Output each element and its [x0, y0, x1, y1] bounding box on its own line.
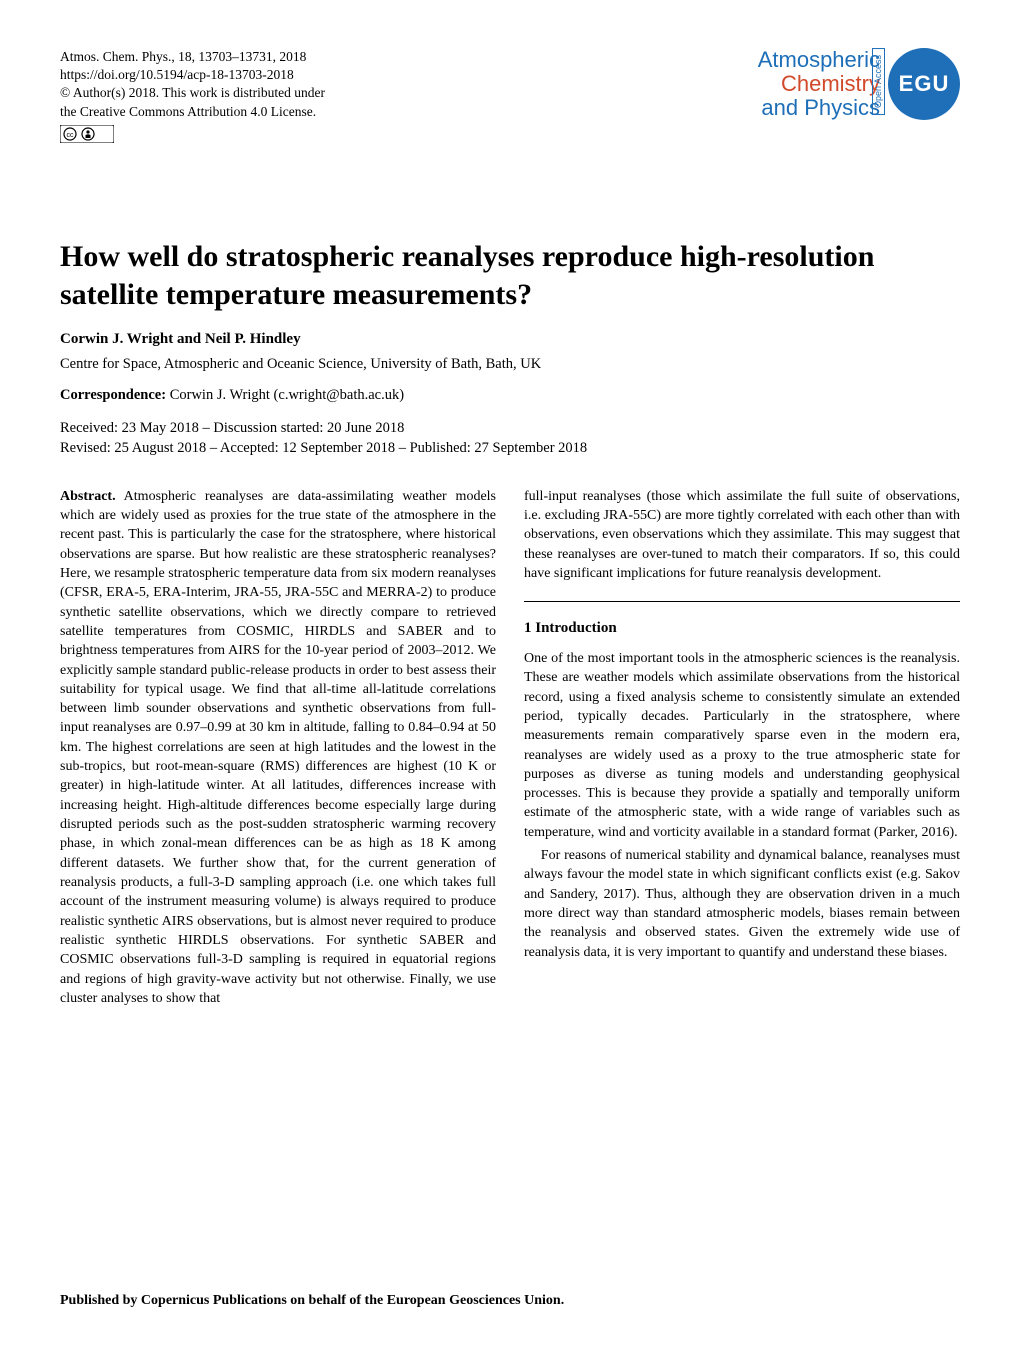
section-divider [524, 601, 960, 602]
abstract-text-col1: Atmospheric reanalyses are data-assimila… [60, 489, 496, 1006]
right-column: full-input reanalyses (those which assim… [524, 487, 960, 1008]
dates-line1: Received: 23 May 2018 – Discussion start… [60, 418, 960, 438]
publication-dates: Received: 23 May 2018 – Discussion start… [60, 418, 960, 459]
journal-info: Atmos. Chem. Phys., 18, 13703–13731, 201… [60, 48, 325, 148]
logo-line-chemistry: Chemistry [758, 72, 880, 96]
abstract-label: Abstract. [60, 489, 116, 504]
abstract-text-col2: full-input reanalyses (those which assim… [524, 487, 960, 584]
left-column: Abstract. Atmospheric reanalyses are dat… [60, 487, 496, 1008]
copyright-line: © Author(s) 2018. This work is distribut… [60, 84, 325, 102]
correspondence: Correspondence: Corwin J. Wright (c.wrig… [60, 387, 960, 404]
header: Atmos. Chem. Phys., 18, 13703–13731, 201… [60, 48, 960, 148]
journal-logo-text: Atmospheric Chemistry and Physics [758, 48, 880, 121]
logo-line-atmospheric: Atmospheric [758, 48, 880, 72]
body-columns: Abstract. Atmospheric reanalyses are dat… [60, 487, 960, 1008]
section-1-heading: 1 Introduction [524, 618, 960, 639]
open-access-badge: Open Access [872, 48, 885, 115]
license-line: the Creative Commons Attribution 4.0 Lic… [60, 103, 325, 121]
affiliation: Centre for Space, Atmospheric and Oceani… [60, 356, 960, 373]
doi-link[interactable]: https://doi.org/10.5194/acp-18-13703-201… [60, 66, 325, 84]
abstract-paragraph: Abstract. Atmospheric reanalyses are dat… [60, 487, 496, 1008]
correspondence-label: Correspondence: [60, 387, 166, 403]
svg-text:cc: cc [67, 132, 75, 139]
egu-logo-icon: EGU [888, 48, 960, 120]
correspondence-text: Corwin J. Wright (c.wright@bath.ac.uk) [166, 387, 404, 403]
page-footer: Published by Copernicus Publications on … [60, 1293, 564, 1309]
journal-citation: Atmos. Chem. Phys., 18, 13703–13731, 201… [60, 48, 325, 66]
authors: Corwin J. Wright and Neil P. Hindley [60, 331, 960, 348]
paper-title: How well do stratospheric reanalyses rep… [60, 238, 960, 313]
cc-by-icon: cc [60, 125, 325, 148]
intro-para-1: One of the most important tools in the a… [524, 649, 960, 842]
journal-logo: Atmospheric Chemistry and Physics EGU [758, 48, 960, 121]
logo-line-physics: and Physics [758, 96, 880, 120]
intro-para-2: For reasons of numerical stability and d… [524, 846, 960, 962]
dates-line2: Revised: 25 August 2018 – Accepted: 12 S… [60, 438, 960, 458]
egu-text: EGU [899, 71, 950, 97]
